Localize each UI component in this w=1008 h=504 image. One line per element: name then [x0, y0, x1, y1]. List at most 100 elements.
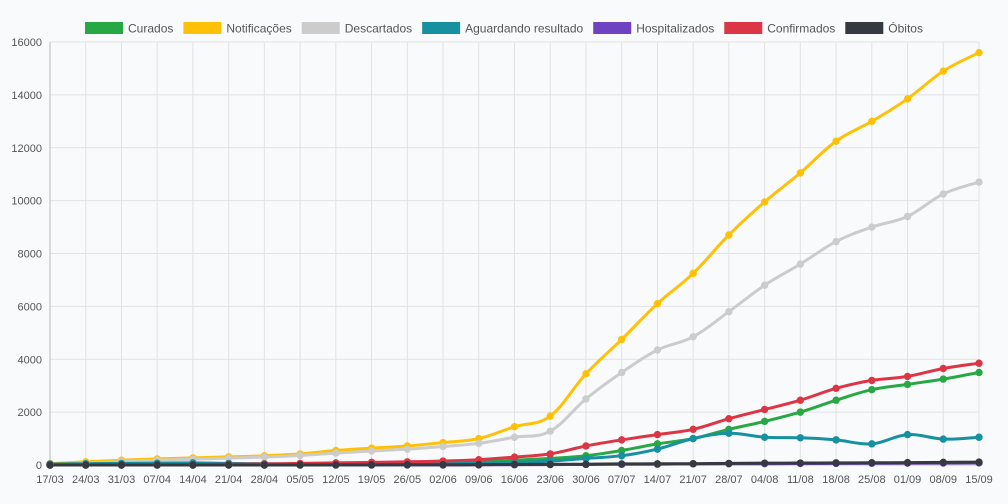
data-point-confirmados[interactable] — [760, 405, 769, 414]
data-point-descartados[interactable] — [689, 333, 697, 341]
data-point-obitos[interactable] — [296, 461, 304, 469]
data-point-confirmados[interactable] — [510, 453, 519, 461]
data-point-aguardando-resultado[interactable] — [903, 430, 912, 439]
legend-item-obitos[interactable]: Óbitos — [845, 21, 923, 36]
data-point-descartados[interactable] — [332, 449, 340, 457]
data-point-curados[interactable] — [903, 380, 912, 389]
legend-item-confirmados[interactable]: Confirmados — [724, 22, 835, 36]
data-point-notificacoes[interactable] — [796, 169, 805, 177]
data-point-aguardando-resultado[interactable] — [868, 440, 876, 448]
data-point-confirmados[interactable] — [725, 415, 733, 423]
data-point-confirmados[interactable] — [653, 430, 662, 439]
data-point-notificacoes[interactable] — [689, 269, 697, 278]
data-point-obitos[interactable] — [617, 460, 626, 468]
data-point-descartados[interactable] — [796, 260, 805, 268]
data-point-aguardando-resultado[interactable] — [653, 445, 662, 453]
data-point-confirmados[interactable] — [868, 376, 876, 385]
data-point-obitos[interactable] — [546, 460, 554, 469]
data-point-obitos[interactable] — [332, 461, 340, 469]
data-point-obitos[interactable] — [403, 461, 412, 469]
data-point-confirmados[interactable] — [832, 384, 840, 393]
data-point-obitos[interactable] — [653, 460, 662, 468]
data-point-descartados[interactable] — [760, 281, 769, 289]
data-point-curados[interactable] — [939, 375, 947, 383]
data-point-confirmados[interactable] — [939, 364, 947, 373]
data-point-descartados[interactable] — [367, 447, 376, 455]
data-point-notificacoes[interactable] — [832, 137, 840, 145]
data-point-obitos[interactable] — [224, 461, 233, 469]
data-point-obitos[interactable] — [975, 458, 983, 466]
data-point-obitos[interactable] — [475, 460, 483, 469]
data-point-descartados[interactable] — [903, 212, 912, 221]
data-point-obitos[interactable] — [939, 458, 947, 467]
legend-item-curados[interactable]: Curados — [85, 22, 173, 36]
data-point-obitos[interactable] — [832, 459, 840, 467]
data-point-descartados[interactable] — [546, 427, 554, 435]
data-point-descartados[interactable] — [725, 307, 733, 316]
data-point-aguardando-resultado[interactable] — [689, 434, 697, 443]
data-point-obitos[interactable] — [82, 461, 90, 469]
data-point-descartados[interactable] — [403, 445, 412, 453]
data-point-curados[interactable] — [868, 385, 876, 394]
data-point-notificacoes[interactable] — [546, 412, 554, 420]
data-point-confirmados[interactable] — [689, 425, 697, 434]
data-point-aguardando-resultado[interactable] — [796, 434, 805, 442]
data-point-descartados[interactable] — [475, 439, 483, 448]
data-point-aguardando-resultado[interactable] — [832, 436, 840, 444]
data-point-curados[interactable] — [832, 396, 840, 404]
data-point-descartados[interactable] — [653, 346, 662, 354]
data-point-confirmados[interactable] — [796, 396, 805, 404]
data-point-obitos[interactable] — [796, 459, 805, 467]
data-point-obitos[interactable] — [903, 458, 912, 467]
data-point-notificacoes[interactable] — [760, 198, 769, 206]
data-point-notificacoes[interactable] — [975, 48, 983, 57]
legend-item-hospitalizados[interactable]: Hospitalizados — [593, 22, 714, 36]
data-point-descartados[interactable] — [975, 178, 983, 186]
data-point-curados[interactable] — [796, 408, 805, 416]
data-point-obitos[interactable] — [367, 461, 376, 469]
data-point-notificacoes[interactable] — [903, 95, 912, 103]
data-point-aguardando-resultado[interactable] — [760, 433, 769, 441]
data-point-obitos[interactable] — [510, 460, 519, 469]
data-point-confirmados[interactable] — [546, 450, 554, 458]
data-point-obitos[interactable] — [189, 461, 197, 469]
data-point-obitos[interactable] — [868, 459, 876, 467]
data-point-descartados[interactable] — [510, 433, 519, 441]
data-point-obitos[interactable] — [46, 461, 54, 469]
data-point-descartados[interactable] — [439, 442, 447, 451]
data-point-descartados[interactable] — [582, 395, 590, 403]
data-point-notificacoes[interactable] — [653, 300, 662, 308]
data-point-confirmados[interactable] — [617, 436, 626, 444]
data-point-aguardando-resultado[interactable] — [975, 433, 983, 441]
data-point-notificacoes[interactable] — [582, 370, 590, 378]
data-point-descartados[interactable] — [296, 451, 304, 460]
data-point-obitos[interactable] — [689, 459, 697, 468]
data-point-aguardando-resultado[interactable] — [939, 435, 947, 443]
data-point-curados[interactable] — [760, 417, 769, 426]
legend-item-descartados[interactable]: Descartados — [301, 22, 412, 36]
data-point-descartados[interactable] — [939, 190, 947, 198]
data-point-obitos[interactable] — [260, 461, 269, 469]
data-point-notificacoes[interactable] — [510, 422, 519, 431]
data-point-confirmados[interactable] — [975, 359, 983, 367]
data-point-notificacoes[interactable] — [725, 231, 733, 239]
data-point-aguardando-resultado[interactable] — [617, 452, 626, 460]
data-point-descartados[interactable] — [260, 453, 269, 461]
data-point-descartados[interactable] — [832, 237, 840, 246]
data-point-notificacoes[interactable] — [617, 335, 626, 344]
data-point-obitos[interactable] — [117, 461, 126, 469]
legend-item-aguardando-resultado[interactable]: Aguardando resultado — [422, 22, 584, 36]
data-point-descartados[interactable] — [868, 223, 876, 231]
data-point-obitos[interactable] — [725, 459, 733, 468]
data-point-obitos[interactable] — [582, 460, 590, 468]
data-point-notificacoes[interactable] — [939, 67, 947, 75]
legend[interactable]: Curados Notificações Descartados Aguardando… — [85, 21, 923, 36]
data-point-curados[interactable] — [975, 368, 983, 377]
data-point-notificacoes[interactable] — [868, 117, 876, 126]
data-point-obitos[interactable] — [153, 461, 161, 469]
data-point-aguardando-resultado[interactable] — [725, 429, 733, 437]
data-point-confirmados[interactable] — [582, 442, 590, 450]
legend-item-notificacoes[interactable]: Notificações — [183, 22, 292, 36]
data-point-descartados[interactable] — [617, 368, 626, 377]
data-point-confirmados[interactable] — [903, 372, 912, 381]
